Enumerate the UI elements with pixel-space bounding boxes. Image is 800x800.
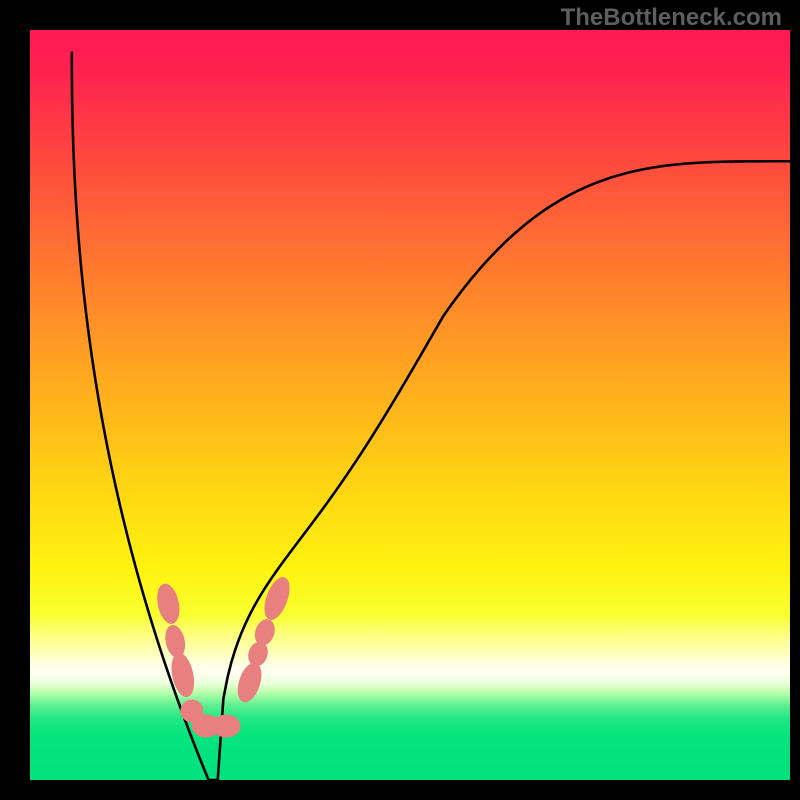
plot-background-gradient <box>30 30 790 780</box>
bottleneck-curve-chart <box>0 0 800 800</box>
curve-marker <box>212 715 240 737</box>
